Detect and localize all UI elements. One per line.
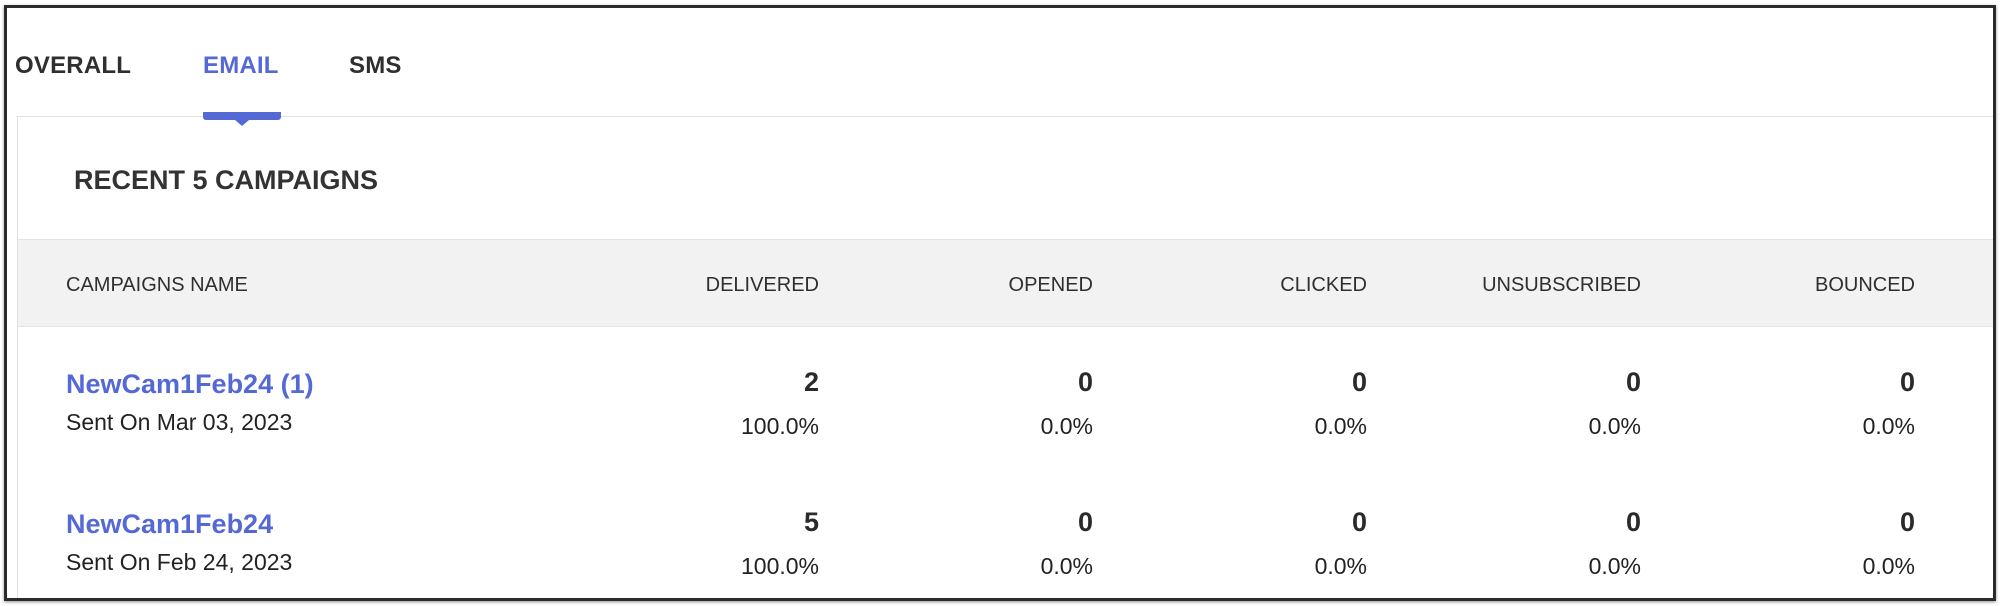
opened-percent: 0.0% — [1040, 413, 1093, 439]
header-delivered: DELIVERED — [705, 274, 819, 296]
header-bounced: BOUNCED — [1814, 274, 1915, 296]
opened-count: 0 — [1077, 367, 1093, 397]
opened-count: 0 — [1077, 507, 1093, 537]
clicked-percent: 0.0% — [1314, 413, 1367, 439]
active-tab-indicator — [203, 112, 281, 126]
campaign-name-link[interactable]: NewCam1Feb24 (1) — [66, 369, 314, 399]
table-row: NewCam1Feb24 Sent On Feb 24, 2023 5 100.… — [18, 487, 1993, 598]
clicked-count: 0 — [1351, 507, 1367, 537]
delivered-count: 5 — [803, 507, 819, 537]
header-opened: OPENED — [1008, 274, 1093, 296]
stats-panel: OVERALL EMAIL SMS RECENT 5 CAMPAIGNS CAM… — [4, 5, 1996, 601]
clicked-count: 0 — [1351, 367, 1367, 397]
channel-tabs: OVERALL EMAIL SMS — [7, 8, 1993, 126]
bounced-percent: 0.0% — [1862, 553, 1915, 579]
bounced-percent: 0.0% — [1862, 413, 1915, 439]
campaign-name-link[interactable]: NewCam1Feb24 — [66, 509, 274, 539]
campaign-sent-date: Sent On Mar 03, 2023 — [66, 409, 293, 435]
opened-percent: 0.0% — [1040, 553, 1093, 579]
delivered-count: 2 — [803, 367, 819, 397]
unsubscribed-percent: 0.0% — [1588, 413, 1641, 439]
table-row: NewCam1Feb24 (1) Sent On Mar 03, 2023 2 … — [18, 347, 1993, 487]
clicked-percent: 0.0% — [1314, 553, 1367, 579]
unsubscribed-percent: 0.0% — [1588, 553, 1641, 579]
delivered-percent: 100.0% — [740, 553, 819, 579]
recent-campaigns-card: RECENT 5 CAMPAIGNS CAMPAIGNS NAME DELIVE… — [17, 116, 1993, 598]
delivered-percent: 100.0% — [740, 413, 819, 439]
card-title: RECENT 5 CAMPAIGNS — [74, 165, 379, 195]
header-clicked: CLICKED — [1280, 274, 1367, 296]
tab-sms[interactable]: SMS — [349, 52, 402, 79]
unsubscribed-count: 0 — [1625, 367, 1641, 397]
unsubscribed-count: 0 — [1625, 507, 1641, 537]
campaign-sent-date: Sent On Feb 24, 2023 — [66, 549, 293, 575]
bounced-count: 0 — [1899, 507, 1915, 537]
tab-overall[interactable]: OVERALL — [15, 52, 132, 79]
table-header: CAMPAIGNS NAME DELIVERED OPENED CLICKED … — [18, 239, 1993, 327]
header-campaigns-name: CAMPAIGNS NAME — [66, 274, 248, 296]
header-unsubscribed: UNSUBSCRIBED — [1482, 274, 1641, 296]
bounced-count: 0 — [1899, 367, 1915, 397]
tab-email[interactable]: EMAIL — [203, 52, 279, 79]
